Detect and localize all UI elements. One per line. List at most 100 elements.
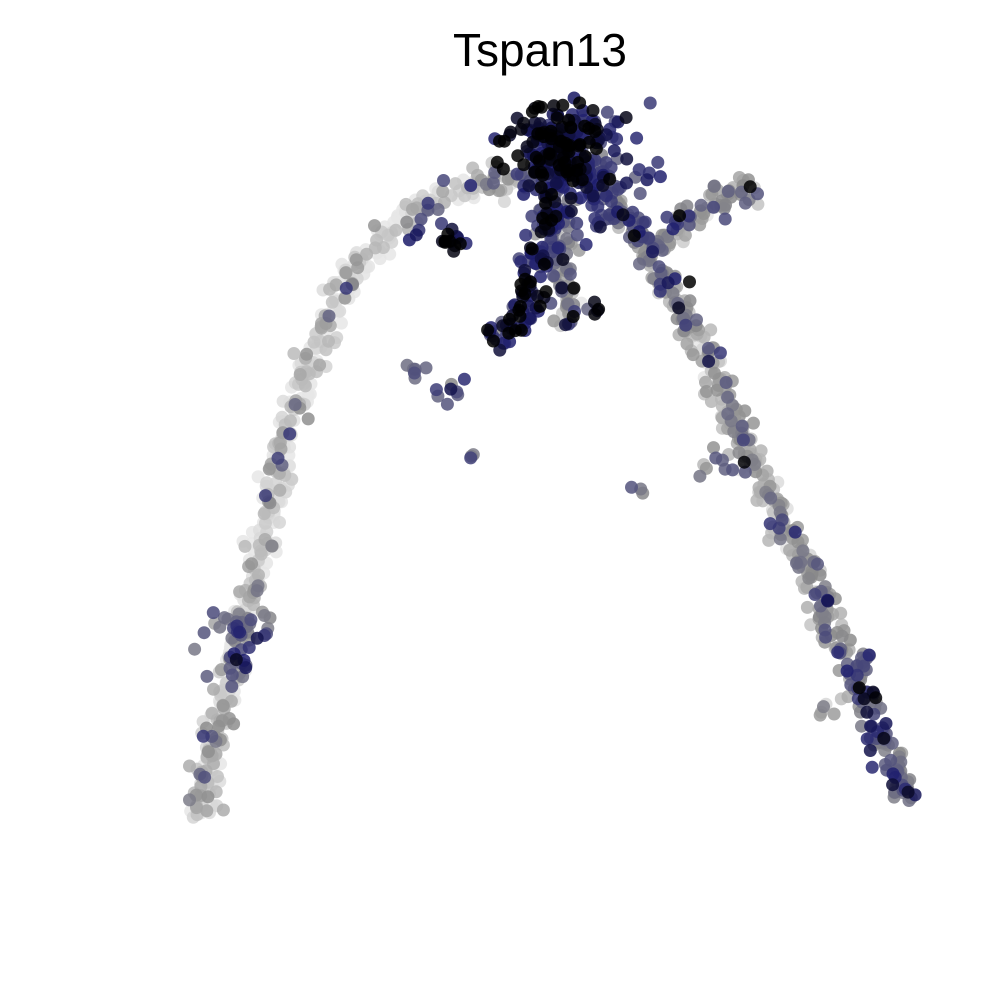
- data-point: [707, 179, 721, 193]
- data-point: [464, 179, 478, 192]
- data-point: [700, 385, 713, 398]
- data-point: [528, 165, 542, 179]
- data-point: [640, 173, 654, 187]
- data-point: [545, 213, 559, 227]
- data-point: [661, 276, 675, 290]
- data-point: [414, 212, 428, 226]
- data-point: [860, 705, 874, 719]
- data-point: [523, 311, 537, 325]
- data-point: [652, 260, 666, 274]
- data-point: [217, 611, 231, 625]
- data-point: [571, 155, 585, 169]
- data-point: [680, 337, 694, 351]
- data-point: [207, 682, 220, 696]
- data-point: [886, 778, 900, 792]
- data-point: [573, 96, 587, 110]
- data-point: [339, 281, 353, 295]
- data-point: [562, 163, 576, 177]
- data-point: [200, 804, 214, 818]
- data-point: [811, 557, 824, 571]
- data-point: [643, 96, 657, 110]
- data-point: [510, 167, 524, 181]
- data-point: [373, 252, 387, 266]
- data-point: [257, 609, 271, 622]
- data-point: [673, 209, 686, 223]
- data-point: [188, 642, 202, 656]
- data-point: [533, 299, 547, 313]
- data-point: [283, 427, 297, 441]
- data-point: [592, 302, 606, 316]
- data-point: [504, 125, 518, 139]
- data-point: [813, 568, 827, 582]
- data-point: [717, 201, 731, 215]
- data-point: [800, 600, 814, 614]
- data-point: [464, 451, 478, 465]
- data-point: [448, 177, 462, 191]
- data-point: [293, 368, 307, 381]
- data-point: [574, 191, 587, 205]
- data-point: [682, 209, 696, 223]
- data-point: [400, 215, 414, 229]
- data-point: [710, 383, 724, 397]
- data-point: [368, 219, 381, 233]
- data-point: [633, 257, 646, 271]
- data-point: [620, 152, 634, 166]
- data-point: [389, 223, 403, 237]
- data-point: [338, 291, 352, 305]
- data-point: [660, 210, 674, 224]
- data-point: [360, 247, 374, 261]
- data-point: [562, 113, 576, 127]
- data-point: [683, 294, 697, 308]
- data-point: [517, 116, 531, 130]
- data-point: [653, 284, 667, 298]
- data-point: [542, 147, 556, 161]
- data-point: [620, 176, 633, 190]
- data-point: [183, 793, 196, 807]
- data-point: [271, 451, 285, 465]
- data-point: [436, 185, 450, 198]
- data-point: [334, 316, 348, 330]
- data-point: [273, 483, 287, 497]
- data-point: [852, 681, 866, 695]
- data-point: [827, 707, 841, 721]
- data-point: [619, 111, 633, 124]
- data-point: [627, 229, 641, 243]
- data-point: [431, 203, 445, 216]
- data-point: [258, 516, 272, 530]
- data-point: [407, 366, 421, 380]
- data-point: [646, 245, 659, 259]
- data-point: [493, 134, 506, 148]
- data-point: [244, 613, 258, 627]
- data-point: [429, 383, 443, 397]
- data-point: [835, 629, 849, 643]
- data-point: [322, 334, 335, 348]
- data-point: [513, 309, 527, 323]
- data-point: [486, 176, 500, 190]
- data-point: [519, 228, 533, 242]
- data-point: [559, 318, 572, 332]
- data-point: [409, 228, 423, 242]
- data-point: [216, 699, 230, 713]
- data-point: [260, 476, 274, 490]
- data-point: [638, 215, 652, 229]
- data-point: [709, 451, 723, 465]
- data-point: [490, 155, 504, 169]
- data-point: [686, 348, 700, 362]
- data-point: [273, 515, 286, 529]
- data-point: [522, 179, 536, 193]
- data-point: [200, 669, 214, 683]
- data-point: [325, 295, 339, 309]
- data-point: [588, 125, 602, 138]
- data-point: [419, 361, 433, 375]
- data-point: [719, 376, 733, 389]
- data-point: [702, 354, 716, 368]
- data-point: [821, 594, 835, 608]
- data-point: [201, 745, 215, 759]
- data-point: [762, 533, 776, 547]
- data-point: [287, 347, 301, 360]
- data-point: [707, 441, 720, 455]
- data-point: [349, 253, 363, 267]
- data-point: [572, 139, 586, 153]
- data-point: [570, 228, 584, 242]
